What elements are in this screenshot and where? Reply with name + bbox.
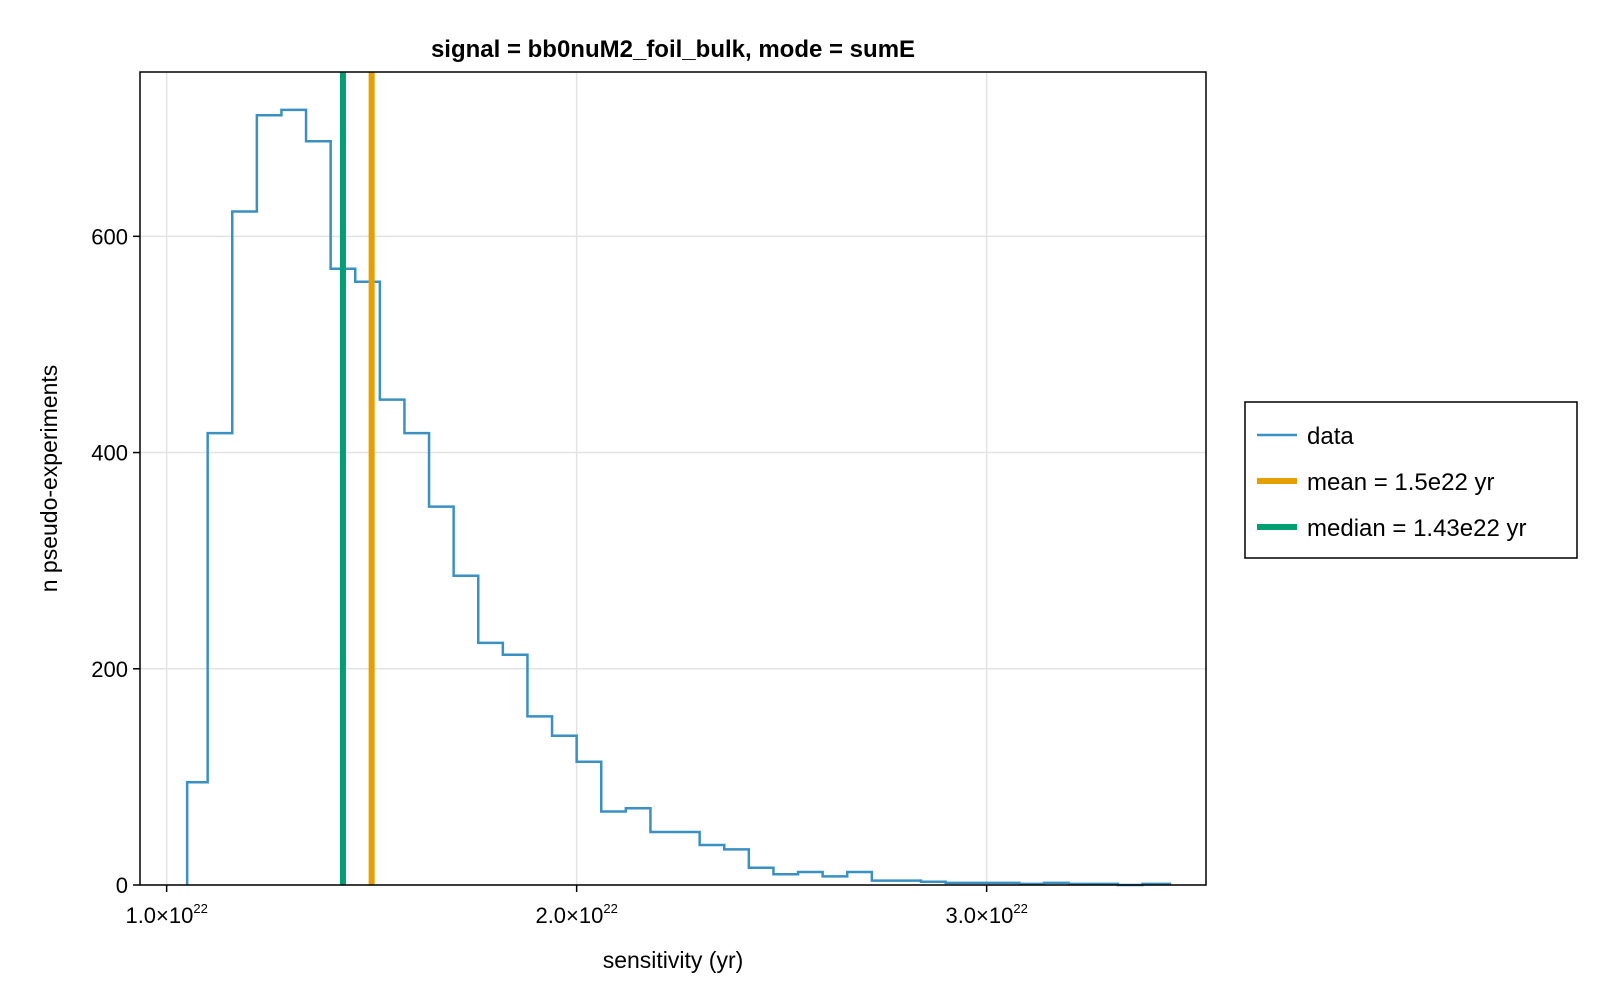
x-axis-label: sensitivity (yr) <box>603 947 744 973</box>
plot-area <box>185 72 1172 887</box>
chart-title: signal = bb0nuM2_foil_bulk, mode = sumE <box>431 36 915 63</box>
legend-label: data <box>1307 423 1354 450</box>
legend: data mean = 1.5e22 yr median = 1.43e22 yr <box>1244 401 1578 559</box>
histogram-step-line <box>185 108 1172 887</box>
x-axis-ticks: 1.0×1022 2.0×1022 3.0×1022 <box>125 885 1028 928</box>
plot-frame <box>139 71 1207 886</box>
x-tick-label: 2.0×1022 <box>535 901 617 928</box>
y-tick-label: 600 <box>91 224 128 249</box>
x-tick-label: 3.0×1022 <box>945 901 1027 928</box>
legend-label: median = 1.43e22 yr <box>1307 515 1526 542</box>
y-tick-label: 0 <box>116 873 128 898</box>
legend-box <box>1244 401 1578 559</box>
x-tick-label: 1.0×1022 <box>125 901 207 928</box>
y-tick-label: 400 <box>91 441 128 466</box>
y-tick-label: 200 <box>91 657 128 682</box>
legend-label: mean = 1.5e22 yr <box>1307 469 1494 496</box>
grid-lines <box>140 72 1206 886</box>
y-axis-ticks: 0 200 400 600 <box>91 224 140 898</box>
y-axis-label: n pseudo-experiments <box>36 365 62 593</box>
